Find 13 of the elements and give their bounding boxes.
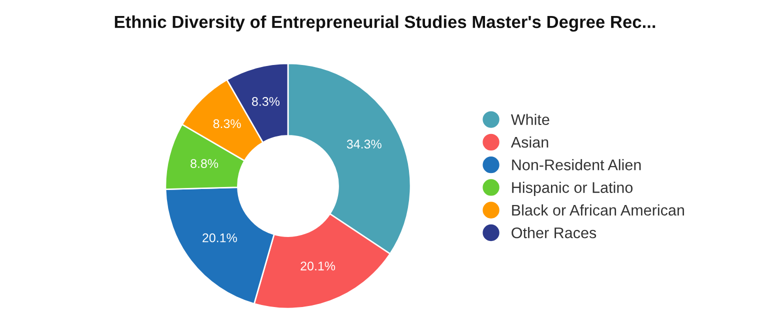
data-label: 8.3% [213, 119, 241, 128]
data-label: 34.3% [346, 140, 382, 149]
legend-label: Black or African American [512, 204, 684, 216]
chart-title: Ethnic Diversity of Entrepreneurial Studies Master's Degree Rec... [114, 15, 656, 32]
legend-label: Non-Resident Alien [512, 159, 641, 170]
data-label: 20.1% [300, 262, 336, 270]
data-label: 8.3% [252, 97, 280, 106]
legend-label: Other Races [512, 227, 596, 238]
data-label: 8.8% [190, 159, 218, 168]
legend-label: Hispanic or Latino [512, 182, 633, 196]
data-label: 20.1% [202, 233, 237, 242]
legend-label: Asian [510, 136, 548, 148]
legend-label: White [510, 114, 550, 126]
